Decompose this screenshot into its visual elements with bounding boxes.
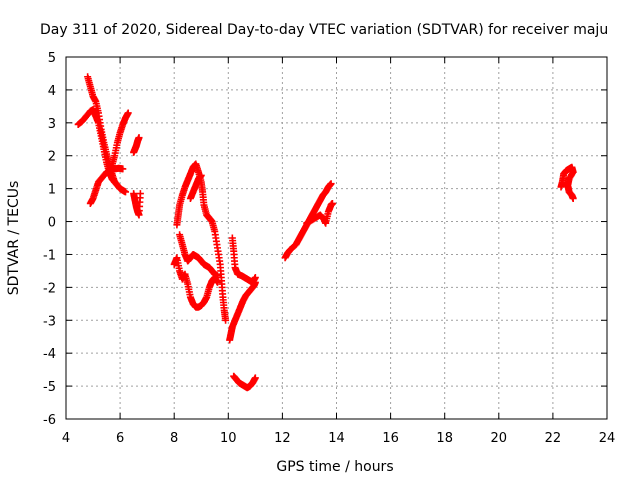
y-tick-label: -3 [43, 314, 56, 329]
data-point [135, 134, 143, 142]
data-track [186, 171, 205, 203]
data-point [136, 190, 144, 198]
data-point [569, 195, 577, 203]
x-tick-label: 12 [274, 431, 291, 446]
data-point [251, 374, 259, 382]
y-tick-label: -1 [43, 248, 56, 263]
chart-title: Day 311 of 2020, Sidereal Day-to-day VTE… [40, 22, 608, 38]
y-tick-label: -4 [43, 347, 56, 362]
data-track [130, 134, 143, 156]
x-tick-label: 16 [382, 431, 399, 446]
x-tick-label: 6 [116, 431, 124, 446]
x-tick-label: 10 [220, 431, 237, 446]
data-track [230, 372, 259, 392]
data-layer [74, 73, 577, 392]
data-track [105, 109, 132, 179]
y-tick-label: 2 [48, 150, 56, 165]
y-tick-label: 5 [48, 51, 56, 66]
x-tick-label: 22 [545, 431, 562, 446]
data-track [228, 234, 259, 286]
data-point [327, 180, 335, 188]
data-point [328, 199, 336, 207]
x-tick-label: 24 [599, 431, 616, 446]
x-tick-label: 8 [170, 431, 178, 446]
data-point [122, 188, 130, 196]
data-point [119, 165, 127, 173]
y-tick-label: -5 [43, 380, 56, 395]
y-tick-label: -2 [43, 281, 56, 296]
data-point [124, 109, 132, 117]
x-tick-label: 14 [328, 431, 345, 446]
x-axis-label: GPS time / hours [276, 459, 393, 475]
x-tick-label: 20 [491, 431, 508, 446]
data-point [251, 278, 259, 286]
data-point [222, 316, 230, 324]
x-tick-label: 4 [62, 431, 70, 446]
y-tick-label: -6 [43, 413, 56, 428]
y-tick-label: 1 [48, 183, 56, 198]
data-track [170, 254, 221, 311]
data-track [303, 199, 336, 227]
grid-layer [66, 57, 607, 419]
x-tick-label: 18 [436, 431, 453, 446]
data-point [213, 278, 221, 286]
data-track [176, 231, 221, 280]
data-track [557, 163, 577, 203]
y-tick-label: 0 [48, 216, 56, 231]
data-point [197, 171, 205, 179]
data-track [130, 190, 144, 219]
y-tick-label: 3 [48, 117, 56, 132]
data-track [226, 278, 259, 344]
y-axis-label: SDTVAR / TECUs [6, 181, 22, 296]
y-tick-label: 4 [48, 84, 56, 99]
data-point [111, 178, 119, 186]
